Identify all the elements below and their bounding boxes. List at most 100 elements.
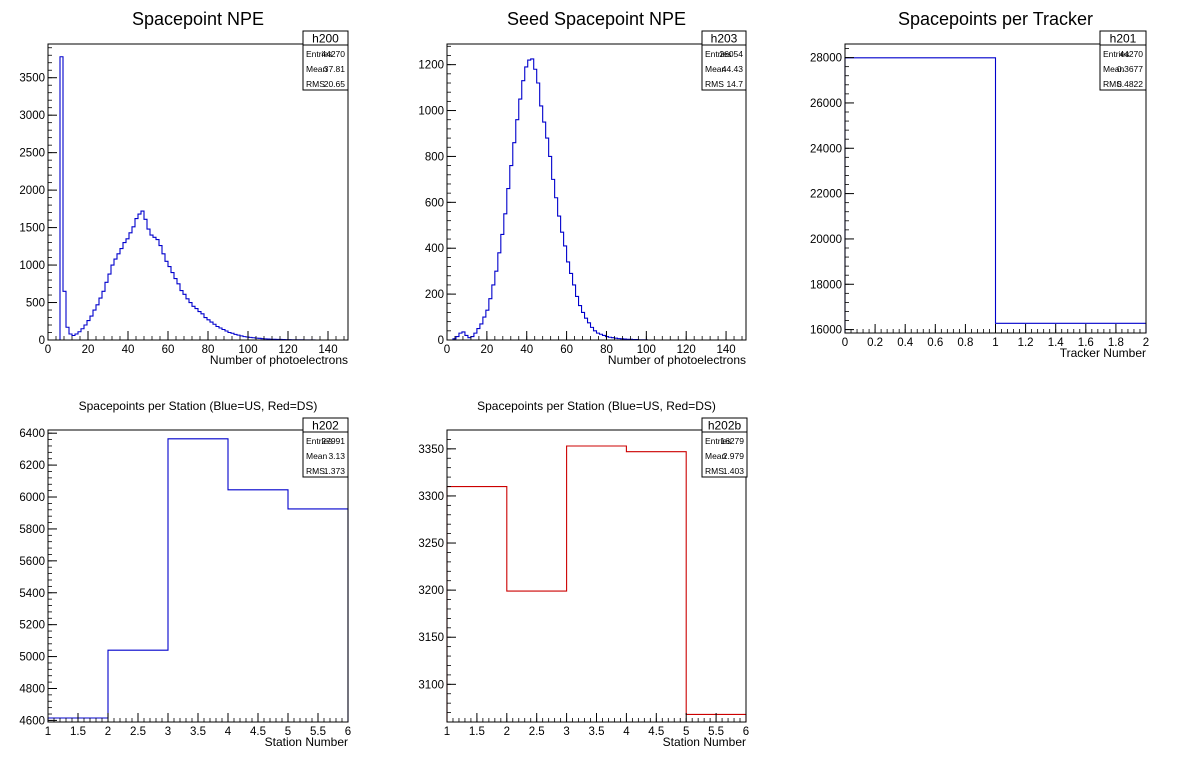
y-tick-label: 16000 xyxy=(810,325,842,337)
y-tick-label: 6200 xyxy=(19,460,45,472)
stats-box-frame xyxy=(701,417,748,478)
y-tick-label: 1200 xyxy=(418,60,444,72)
y-tick-label: 400 xyxy=(425,243,444,255)
y-tick-label: 600 xyxy=(425,197,444,209)
x-tick-label: 0.2 xyxy=(867,337,883,349)
y-tick-label: 3200 xyxy=(418,585,444,597)
stats-box-name: h201 xyxy=(1110,32,1137,46)
x-tick-label: 2 xyxy=(105,726,111,738)
x-tick-label: 1.8 xyxy=(1108,337,1124,349)
stats-box-frame xyxy=(701,30,747,91)
x-tick-label: 4 xyxy=(623,726,630,738)
x-tick-label: 1.2 xyxy=(1018,337,1034,349)
x-tick-label: 3.5 xyxy=(589,726,605,738)
stats-value: 0.4822 xyxy=(1117,79,1143,89)
stats-label: Entries xyxy=(1103,49,1129,59)
y-tick-label: 5200 xyxy=(19,620,45,632)
chart-h200: Spacepoint NPE 0 20 40 60 80 100 120 140 0 500 1000… xyxy=(19,9,349,367)
x-tick-label: 2.5 xyxy=(130,726,146,738)
y-tick-label: 3150 xyxy=(418,632,444,644)
y-tick-label: 1000 xyxy=(418,106,444,118)
y-tick-label: 0 xyxy=(39,335,45,347)
stats-value: 44.43 xyxy=(722,64,744,74)
stats-value: 44270 xyxy=(1119,49,1143,59)
y-tick-label: 5600 xyxy=(19,556,45,568)
histogram-line xyxy=(447,58,746,341)
stats-label: RMS xyxy=(306,79,325,89)
stats-value: 3.13 xyxy=(328,451,345,461)
x-tick-label: 4.5 xyxy=(648,726,664,738)
x-tick-label: 140 xyxy=(318,344,337,356)
x-tick-label: 1 xyxy=(992,337,998,349)
x-tick-label: 40 xyxy=(520,344,533,356)
stats-value: 1.403 xyxy=(723,466,745,476)
x-tick-label: 3.5 xyxy=(190,726,206,738)
chart-h202: Spacepoints per Station (Blue=US, Red=DS… xyxy=(19,399,351,749)
stats-label: RMS xyxy=(705,466,724,476)
x-tick-label: 2 xyxy=(1143,337,1149,349)
x-tick-label: 5 xyxy=(683,726,689,738)
y-tick-label: 500 xyxy=(26,298,45,310)
x-tick-label: 40 xyxy=(122,344,135,356)
stats-label: Entries xyxy=(705,49,731,59)
x-tick-label: 3 xyxy=(165,726,171,738)
x-tick-label: 1 xyxy=(45,726,51,738)
histogram-line xyxy=(446,445,747,722)
x-tick-label: 80 xyxy=(202,344,215,356)
chart-title: Spacepoints per Station (Blue=US, Red=DS… xyxy=(477,399,716,413)
y-tick-label: 3100 xyxy=(418,679,444,691)
x-tick-label: 80 xyxy=(600,344,613,356)
x-tick-label: 3 xyxy=(563,726,569,738)
y-tick-label: 4600 xyxy=(19,715,45,727)
stats-label: Entries xyxy=(705,436,731,446)
x-tick-label: 140 xyxy=(716,344,735,356)
stats-label: Mean xyxy=(1103,64,1125,74)
plot-frame xyxy=(446,429,747,723)
chart-h201: Spacepoints per Tracker 0 0.2 0.4 0.6 0.8 1 1.2… xyxy=(810,9,1149,360)
y-tick-label: 1500 xyxy=(19,223,45,235)
x-tick-label: 0 xyxy=(45,344,51,356)
y-tick-label: 4800 xyxy=(19,683,45,695)
y-tick-label: 3500 xyxy=(19,73,45,85)
stats-value: 20.65 xyxy=(324,79,346,89)
x-tick-label: 0 xyxy=(444,344,450,356)
y-tick-label: 2000 xyxy=(19,185,45,197)
y-tick-label: 5800 xyxy=(19,524,45,536)
stats-value: 37.81 xyxy=(324,64,346,74)
histogram-line xyxy=(47,438,349,722)
stats-label: Entries xyxy=(306,436,332,446)
y-tick-label: 20000 xyxy=(810,234,842,246)
y-tick-label: 26000 xyxy=(810,98,842,110)
stats-label: Mean xyxy=(705,451,727,461)
x-tick-label: 120 xyxy=(677,344,696,356)
y-tick-label: 6000 xyxy=(19,492,45,504)
chart-title: Seed Spacepoint NPE xyxy=(507,9,686,29)
x-axis-label: Station Number xyxy=(663,735,746,749)
y-tick-label: 5400 xyxy=(19,588,45,600)
y-tick-label: 3000 xyxy=(19,110,45,122)
plot-frame xyxy=(446,43,747,341)
y-tick-label: 3250 xyxy=(418,538,444,550)
x-tick-label: 1.5 xyxy=(469,726,485,738)
y-tick-label: 3350 xyxy=(418,444,444,456)
stats-box-frame xyxy=(302,30,349,91)
x-tick-label: 5.5 xyxy=(708,726,724,738)
stats-value: 2.979 xyxy=(723,451,745,461)
stats-value: 16279 xyxy=(720,436,744,446)
x-axis-label: Tracker Number xyxy=(1060,346,1146,360)
x-tick-label: 120 xyxy=(278,344,297,356)
stats-label: RMS xyxy=(705,79,724,89)
x-tick-label: 2 xyxy=(504,726,510,738)
x-tick-label: 20 xyxy=(82,344,95,356)
x-tick-label: 4.5 xyxy=(250,726,266,738)
stats-label: Mean xyxy=(306,451,328,461)
x-axis-label: Number of photoelectrons xyxy=(608,353,746,367)
x-axis-label: Number of photoelectrons xyxy=(210,353,348,367)
y-tick-label: 800 xyxy=(425,151,444,163)
stats-box-name: h203 xyxy=(711,32,738,46)
